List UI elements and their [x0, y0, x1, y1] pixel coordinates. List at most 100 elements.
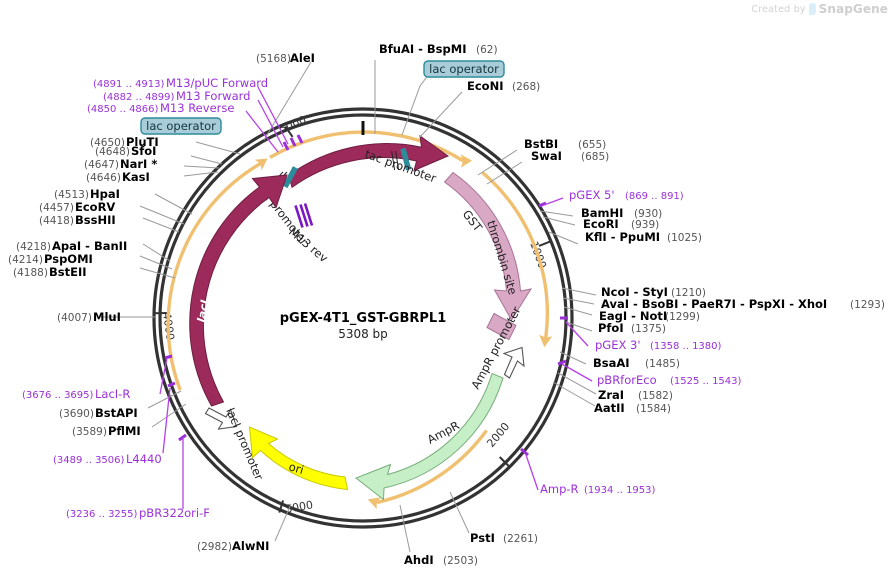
enzyme-name: PfoI [598, 321, 624, 335]
enzyme-label-PspOMI[interactable]: (4214) PspOMI [8, 252, 93, 266]
enzyme-label-AhdI[interactable]: AhdI (2503) [404, 553, 478, 567]
enzyme-name: NcoI - StyI [601, 285, 668, 299]
enzyme-name: MluI [93, 310, 121, 324]
enzyme-name: SwaI [531, 149, 562, 163]
enzyme-name: PluTI [126, 135, 159, 149]
feature-lacI[interactable]: lacI [189, 174, 288, 407]
enzyme-label-BfuAI-BspMI[interactable]: BfuAI - BspMI (62) [379, 42, 498, 56]
enzyme-label-EcoRI[interactable]: EcoRI (939) [583, 217, 659, 231]
enzyme-label-PfoI[interactable]: PfoI (1375) [598, 321, 666, 335]
lac-operator-badge[interactable]: lac operator [140, 117, 222, 135]
primer-tick-lacir [164, 354, 173, 360]
enzyme-label-ZraI[interactable]: ZraI (1582) [598, 388, 673, 402]
enzyme-label-AatII[interactable]: AatII (1584) [594, 401, 671, 415]
enzyme-label-BstEII[interactable]: (4188) BstEII [13, 265, 87, 279]
primer-name: pGEX 3' [595, 338, 641, 352]
enzyme-pos: (4647) [84, 159, 119, 171]
primer-name: pGEX 5' [569, 188, 615, 202]
enzyme-label-BstAPI[interactable]: (3690) BstAPI [59, 406, 138, 420]
primer-label-Amp-R[interactable]: Amp-R (1934 .. 1953) [540, 482, 656, 496]
primer-tick-m13fwd [289, 137, 297, 147]
enzyme-pos: (930) [634, 208, 662, 220]
enzyme-name: EcoRI [583, 217, 619, 231]
enzyme-pos: (4513) [54, 189, 89, 201]
enzyme-label-BstBI[interactable]: BstBI (655) [524, 137, 606, 151]
enzyme-name: PflMI [108, 424, 141, 438]
enzyme-label-AvaI-group[interactable]: AvaI - BsoBI - PaeR7I - PspXI - XhoI (12… [601, 297, 885, 311]
enzyme-name: ApaI - BanII [52, 239, 127, 253]
enzyme-label-PflMI[interactable]: (3589) PflMI [72, 424, 141, 438]
primer-name: pBR322ori-F [139, 506, 210, 520]
primer-range: (4882 .. 4899) [103, 92, 175, 103]
enzyme-name: AlwNI [232, 539, 269, 553]
primer-name: M13 Forward [176, 89, 250, 103]
primer-label-pGEX-3prime[interactable]: pGEX 3' (1358 .. 1380) [595, 338, 722, 352]
primer-label-pBRforEco[interactable]: pBRforEco (1525 .. 1543) [597, 373, 742, 387]
enzyme-label-ApaI-BanII[interactable]: (4218) ApaI - BanII [16, 239, 127, 253]
enzyme-label-NcoI-StyI[interactable]: NcoI - StyI (1210) [601, 285, 706, 299]
enzyme-name: KflI - PpuMI [585, 230, 660, 244]
enzyme-label-SwaI[interactable]: SwaI (685) [531, 149, 609, 163]
enzyme-pos: (4457) [39, 202, 74, 214]
enzyme-name: AatII [594, 401, 625, 415]
enzyme-label-AlwNI[interactable]: (2982) AlwNI [197, 539, 269, 553]
feature-ori[interactable]: ori [248, 426, 349, 491]
enzyme-name: BfuAI - BspMI [379, 42, 466, 56]
primer-name: pBRforEco [597, 373, 657, 387]
enzyme-label-EcoRV[interactable]: (4457) EcoRV [39, 200, 115, 214]
enzyme-label-HpaI[interactable]: (4513) HpaI [54, 187, 120, 201]
primer-label-M13pUC-Forward[interactable]: (4891 .. 4913) M13/pUC Forward [93, 76, 268, 90]
primer-range: (4891 .. 4913) [93, 79, 165, 90]
enzyme-pos: (655) [578, 139, 606, 151]
primer-label-L4440[interactable]: (3489 .. 3506) L4440 [53, 452, 162, 466]
enzyme-name: AhdI [404, 553, 434, 567]
enzyme-label-EagI-NotI[interactable]: EagI - NotI (1299) [599, 309, 700, 323]
snapgene-watermark: Created by SnapGene [751, 2, 888, 16]
ruler-tick-label: 2000 [484, 420, 512, 450]
feature-label-lacI: lacI [194, 298, 212, 324]
enzyme-pos: (4648) [95, 146, 130, 158]
primer-label-M13-Forward[interactable]: (4882 .. 4899) M13 Forward [103, 89, 250, 103]
enzyme-label-PstI[interactable]: PstI (2261) [470, 531, 538, 545]
enzyme-label-NarI[interactable]: (4647) NarI * [84, 157, 157, 171]
enzyme-label-EcoNI[interactable]: EcoNI (268) [467, 79, 540, 93]
enzyme-pos: (3589) [72, 426, 107, 438]
enzyme-label-MluI[interactable]: (4007) MluI [57, 310, 121, 324]
snapgene-logo-icon [808, 3, 816, 15]
enzyme-pos: (1210) [671, 287, 706, 299]
enzyme-label-BssHII[interactable]: (4418) BssHII [39, 213, 116, 227]
primer-label-M13-Reverse[interactable]: (4850 .. 4866) M13 Reverse [87, 101, 234, 115]
primer-range: (3676 .. 3695) [22, 390, 94, 401]
enzyme-label-KflI-PpuMI[interactable]: KflI - PpuMI (1025) [585, 230, 702, 244]
primer-range: (1358 .. 1380) [650, 341, 722, 352]
enzyme-label-SfoI[interactable]: (4648) SfoI [95, 144, 156, 158]
enzyme-name: BamHI [581, 206, 623, 220]
enzyme-name: BstBI [524, 137, 558, 151]
primer-range: (3489 .. 3506) [53, 455, 125, 466]
enzyme-pos: (2261) [503, 533, 538, 545]
enzyme-pos: (4188) [13, 267, 48, 279]
primer-range: (1525 .. 1543) [670, 376, 742, 387]
enzyme-pos: (1293) [850, 299, 885, 311]
enzyme-label-BamHI[interactable]: BamHI (930) [581, 206, 662, 220]
enzyme-label-AleI[interactable]: (5168) AleI [256, 51, 315, 65]
enzyme-label-PluTI[interactable]: (4650) PluTI [90, 135, 159, 149]
enzyme-label-BsaAI[interactable]: BsaAI (1485) [593, 356, 680, 370]
primer-tick-ampr [520, 447, 529, 457]
lac-operator-badge-top[interactable]: lac operator [423, 60, 505, 78]
watermark-prefix: Created by [751, 3, 806, 15]
enzyme-pos: (2503) [443, 555, 478, 567]
feature-GST[interactable]: GST [443, 171, 533, 321]
enzyme-pos: (4650) [90, 137, 125, 149]
enzyme-pos: (4646) [86, 172, 121, 184]
enzyme-name: BsaAI [593, 356, 630, 370]
primer-label-pGEX-5prime[interactable]: pGEX 5' (869 .. 891) [569, 188, 684, 202]
enzyme-name: AleI [290, 51, 315, 65]
primer-label-pBR322ori-F[interactable]: (3236 .. 3255) pBR322ori-F [66, 506, 210, 520]
primer-label-LacI-R[interactable]: (3676 .. 3695) LacI-R [22, 387, 130, 401]
primer-tick-m13puc [282, 141, 290, 151]
enzyme-pos: (1485) [645, 358, 680, 370]
enzyme-label-KasI[interactable]: (4646) KasI [86, 170, 150, 184]
ruler-tick-label: 3000 [284, 498, 314, 516]
feature-label-M13-rev: M13 rev [286, 225, 331, 266]
